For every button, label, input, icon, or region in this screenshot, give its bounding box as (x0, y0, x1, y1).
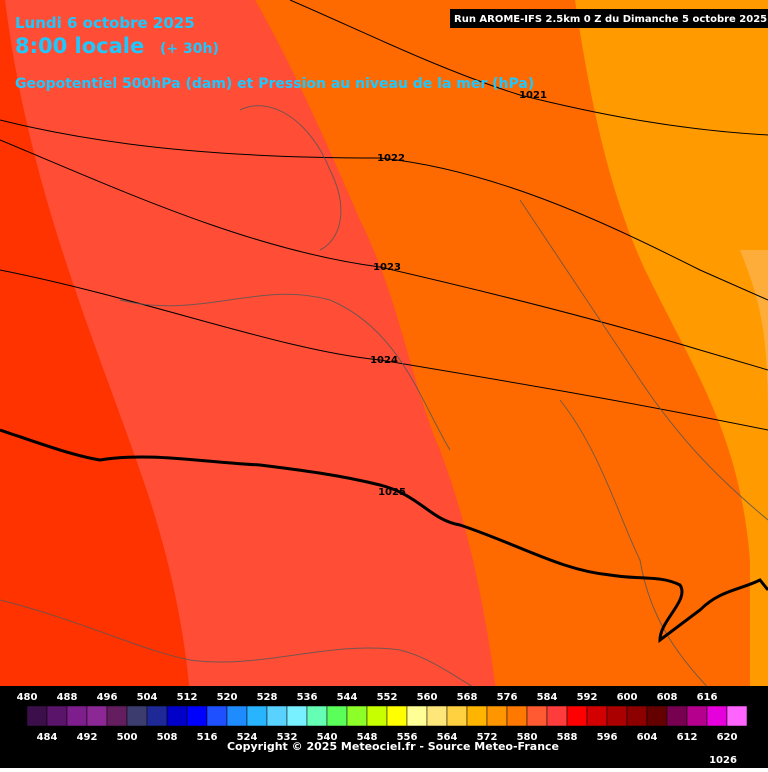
legend-swatch (446, 705, 468, 727)
legend-label: 552 (377, 692, 398, 703)
legend-swatch (26, 705, 48, 727)
legend-swatch (666, 705, 688, 727)
legend-label: 532 (277, 732, 298, 743)
legend-swatch (706, 705, 728, 727)
legend-label: 556 (397, 732, 418, 743)
copyright: Copyright © 2025 Meteociel.fr - Source M… (227, 740, 559, 753)
subtitle: Geopotentiel 500hPa (dam) et Pression au… (15, 76, 534, 92)
legend-label: 560 (417, 692, 438, 703)
legend-label: 488 (57, 692, 78, 703)
legend-label: 520 (217, 692, 238, 703)
legend-label: 500 (117, 732, 138, 743)
legend-swatch (326, 705, 348, 727)
legend-label: 564 (437, 732, 458, 743)
legend-swatch (106, 705, 128, 727)
legend-label: 620 (717, 732, 738, 743)
legend-swatch (686, 705, 708, 727)
legend-label: 616 (697, 692, 718, 703)
legend-swatch (186, 705, 208, 727)
legend-label: 608 (657, 692, 678, 703)
legend-swatch (66, 705, 88, 727)
legend-label: 612 (677, 732, 698, 743)
lead: (+ 30h) (160, 41, 219, 57)
legend-swatch (146, 705, 168, 727)
legend-swatch (306, 705, 328, 727)
legend-label: 496 (97, 692, 118, 703)
legend-label: 524 (237, 732, 258, 743)
legend-label: 584 (537, 692, 558, 703)
legend-swatch (126, 705, 148, 727)
isobar-label: 1025 (378, 487, 406, 498)
isobar-label: 1026 (709, 755, 737, 766)
isobar-label: 1021 (519, 90, 547, 101)
legend-swatch (526, 705, 548, 727)
border-thick (0, 428, 768, 644)
legend-label: 548 (357, 732, 378, 743)
legend-swatch (226, 705, 248, 727)
legend-swatch (166, 705, 188, 727)
legend-label: 596 (597, 732, 618, 743)
legend-swatch (506, 705, 528, 727)
legend-swatches: 480 488 496 504 512 520 528 536 544 552 560 568 576 5… (17, 692, 748, 743)
legend-swatch (86, 705, 108, 727)
legend-swatch (366, 705, 388, 727)
isobar-label: 1023 (373, 262, 401, 273)
legend-label: 528 (257, 692, 278, 703)
legend-swatch (466, 705, 488, 727)
legend-label: 576 (497, 692, 518, 703)
legend-label: 604 (637, 732, 658, 743)
borders (0, 105, 768, 701)
legend-swatch (426, 705, 448, 727)
legend-swatch (646, 705, 668, 727)
isobars (0, 0, 768, 431)
legend-swatch (346, 705, 368, 727)
legend-label: 580 (517, 732, 538, 743)
zone (740, 250, 768, 420)
run-label: Run AROME-IFS 2.5km 0 Z du Dimanche 5 oc… (454, 14, 767, 25)
legend-swatch (586, 705, 608, 727)
legend-label: 600 (617, 692, 638, 703)
legend-swatch (386, 705, 408, 727)
zone (0, 0, 195, 768)
legend-label: 544 (337, 692, 358, 703)
legend-swatch (606, 705, 628, 727)
time: 8:00 locale (15, 34, 144, 58)
legend-swatch (546, 705, 568, 727)
legend-label: 504 (137, 692, 158, 703)
legend-label: 588 (557, 732, 578, 743)
legend-label: 540 (317, 732, 338, 743)
legend-swatch (246, 705, 268, 727)
legend-swatch (206, 705, 228, 727)
isobar-label: 1024 (370, 355, 398, 366)
legend-swatch (406, 705, 428, 727)
legend-label: 568 (457, 692, 478, 703)
legend-swatch (46, 705, 68, 727)
legend-label: 516 (197, 732, 218, 743)
legend-label: 512 (177, 692, 198, 703)
legend-label: 480 (17, 692, 38, 703)
legend-box (0, 686, 768, 768)
legend-label: 484 (37, 732, 58, 743)
legend-swatch (486, 705, 508, 727)
isobar-label: 1022 (377, 153, 405, 164)
legend-label: 508 (157, 732, 178, 743)
title: Lundi 6 octobre 2025 (15, 14, 195, 32)
run-box (450, 9, 768, 28)
legend-label: 536 (297, 692, 318, 703)
legend-label: 572 (477, 732, 498, 743)
legend-swatch (286, 705, 308, 727)
legend-label: 492 (77, 732, 98, 743)
legend-swatch (726, 705, 748, 727)
legend-label: 592 (577, 692, 598, 703)
legend-swatch (566, 705, 588, 727)
legend-swatch (626, 705, 648, 727)
legend-swatch (266, 705, 288, 727)
